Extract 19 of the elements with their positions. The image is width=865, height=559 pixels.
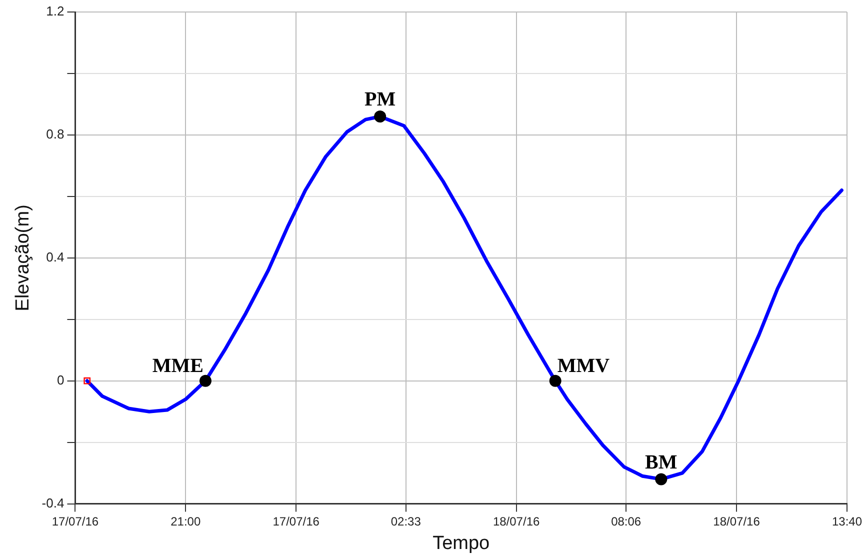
y-tick-label: 0.4 — [46, 249, 64, 264]
annotation: PM — [364, 88, 396, 111]
x-tick-label: 18/07/16 — [492, 514, 540, 528]
y-axis-title: Elevação(m) — [12, 204, 34, 312]
x-tick-label: 18/07/16 — [713, 514, 760, 528]
y-tick-label: 1.2 — [46, 4, 64, 19]
x-tick-label: 21:00 — [170, 514, 201, 528]
x-tick-label: 13:40 — [832, 514, 862, 528]
x-tick-label: 17/07/16 — [272, 514, 320, 528]
annotation: MME — [152, 355, 204, 378]
x-tick-label: 08:06 — [611, 514, 642, 528]
annotation: MMV — [557, 355, 610, 378]
x-axis-title: Tempo — [432, 532, 490, 554]
x-tick-label: 02:33 — [390, 514, 422, 528]
y-tick-label: -0.4 — [42, 495, 64, 510]
y-tick-label: 0 — [56, 372, 64, 388]
y-tick-label: 0.8 — [46, 126, 64, 142]
annotation: BM — [645, 451, 678, 474]
x-tick-label: 17/07/16 — [52, 514, 99, 528]
